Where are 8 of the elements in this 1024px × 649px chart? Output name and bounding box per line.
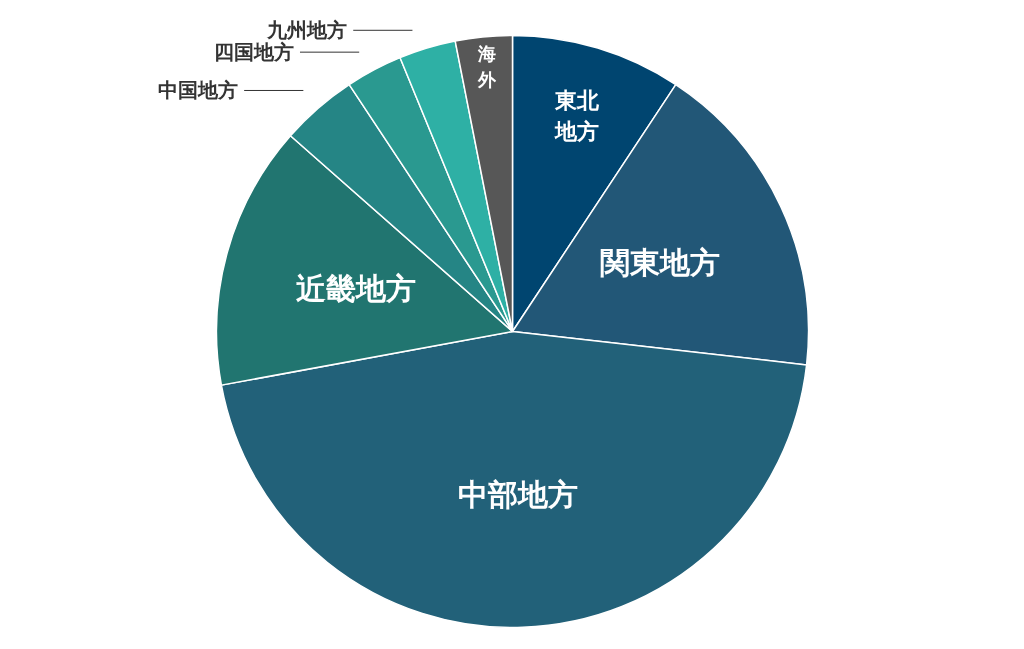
slice-label: 関東地方 <box>600 245 721 281</box>
slice-label: 中部地方 <box>458 476 579 512</box>
slice-label: 海外 <box>476 42 497 90</box>
slice-label: 四国地方 <box>214 40 295 65</box>
slice-label: 中国地方 <box>158 78 239 103</box>
slice-label: 近畿地方 <box>295 270 416 306</box>
slice-label: 九州地方 <box>266 18 348 43</box>
slice-label: 東北地方 <box>554 87 601 145</box>
